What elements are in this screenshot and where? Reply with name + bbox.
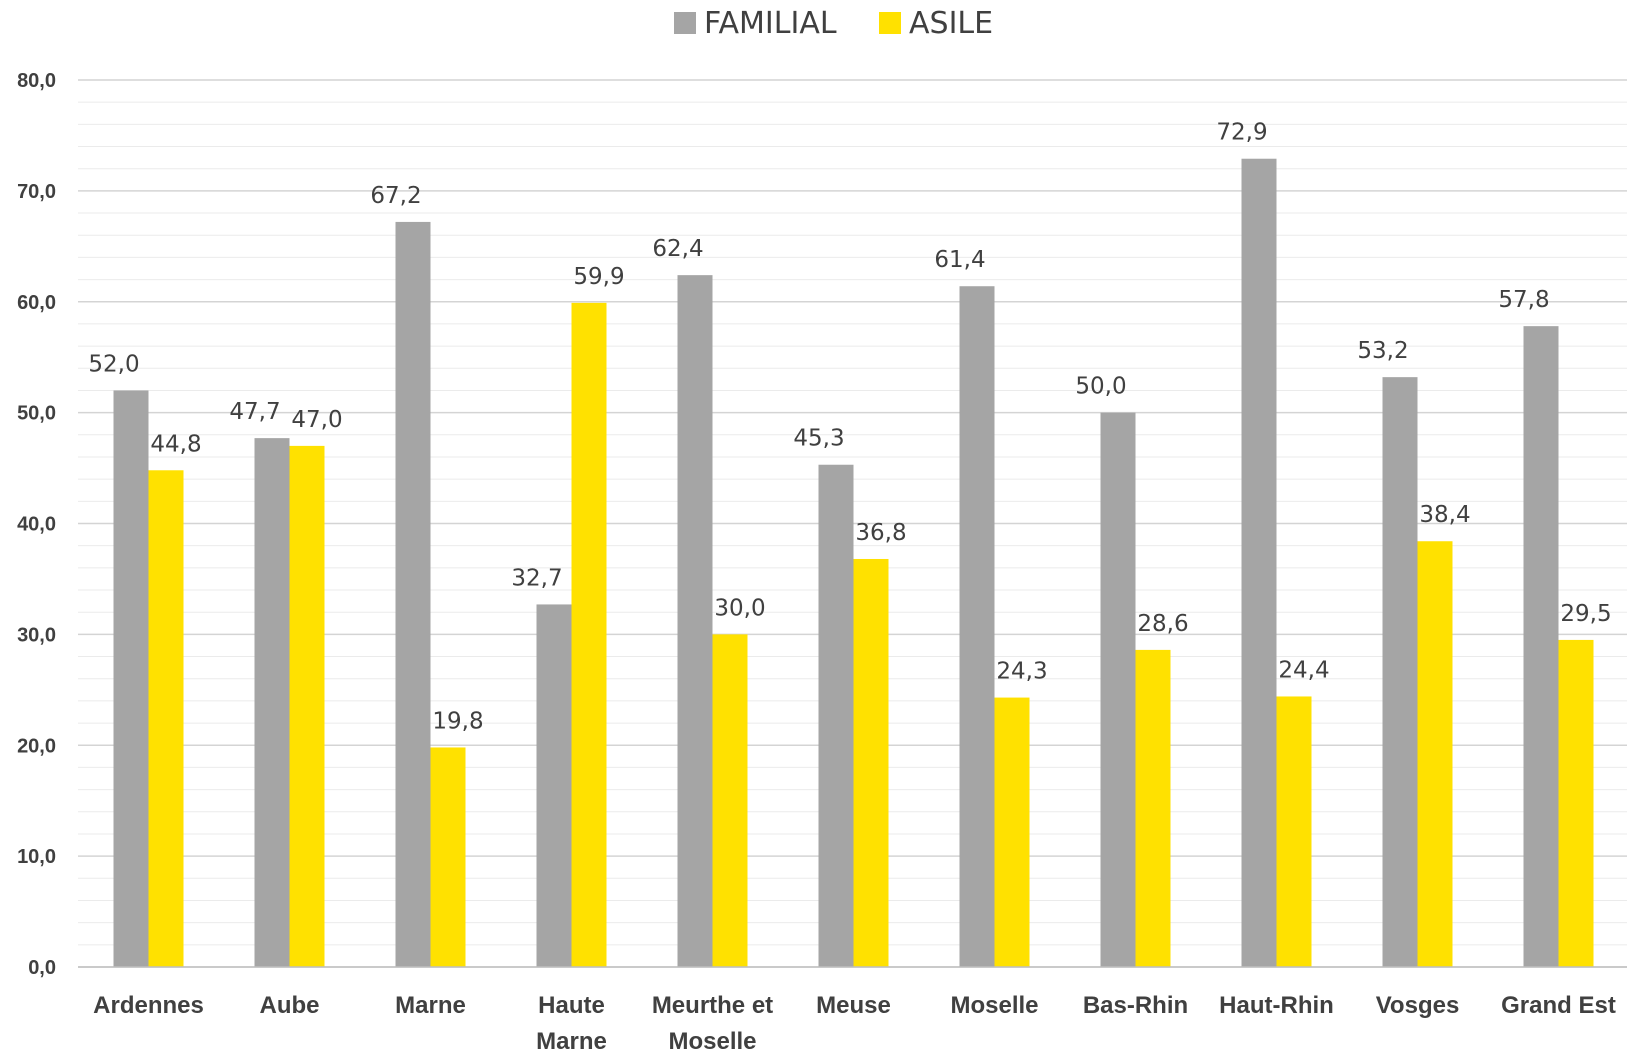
asile-bar: [430, 747, 466, 967]
asile-bar: [712, 634, 748, 967]
asile-data-label: 19,8: [432, 708, 483, 734]
x-tick-label: Haute: [538, 992, 605, 1019]
familial-data-label: 50,0: [1075, 374, 1126, 400]
familial-bar: [254, 438, 290, 968]
familial-data-label: 61,4: [934, 247, 985, 273]
familial-data-label: 32,7: [511, 565, 562, 591]
x-tick-label: Moselle: [950, 992, 1038, 1019]
familial-data-label: 52,0: [88, 351, 139, 377]
familial-bar: [1382, 377, 1418, 967]
x-tick-label: Moselle: [668, 1028, 756, 1053]
familial-data-label: 45,3: [793, 426, 844, 452]
x-tick-label: Ardennes: [93, 992, 204, 1019]
x-tick-label: Marne: [395, 992, 466, 1019]
familial-bar: [395, 221, 431, 968]
asile-data-label: 29,5: [1560, 601, 1611, 627]
familial-bar: [1523, 326, 1559, 968]
asile-data-label: 38,4: [1419, 502, 1470, 528]
familial-bar: [1241, 158, 1277, 967]
x-tick-label: Meuse: [816, 992, 891, 1019]
y-axis: 0,0 10,0 20,0 30,0 40,0 50,0 60,0 70,0 80,0: [17, 70, 56, 979]
asile-legend-swatch: [879, 12, 901, 34]
asile-bar: [1276, 696, 1312, 967]
asile-data-label: 44,8: [150, 431, 201, 457]
familial-data-label: 67,2: [370, 183, 421, 209]
asile-data-label: 36,8: [855, 520, 906, 546]
y-tick-label: 40,0: [17, 514, 56, 536]
asile-bar: [994, 697, 1030, 967]
familial-data-label: 62,4: [652, 236, 703, 262]
familial-legend-label: FAMILIAL: [704, 6, 837, 41]
asile-data-label: 24,3: [996, 659, 1047, 685]
familial-bar: [113, 390, 149, 967]
y-tick-label: 50,0: [17, 403, 56, 425]
familial-data-label: 72,9: [1216, 120, 1267, 146]
asile-bar: [1558, 639, 1594, 967]
familial-data-label: 53,2: [1357, 338, 1408, 364]
asile-bar: [1417, 541, 1453, 967]
x-tick-label: Bas-Rhin: [1083, 992, 1188, 1019]
x-tick-label: Aube: [260, 992, 320, 1019]
x-tick-label: Grand Est: [1501, 992, 1616, 1019]
asile-bar: [1135, 649, 1171, 967]
x-tick-label: Vosges: [1376, 992, 1460, 1019]
y-tick-label: 70,0: [17, 181, 56, 203]
x-tick-label: Meurthe et: [652, 992, 773, 1019]
bars: [113, 158, 1594, 968]
familial-bar: [677, 275, 713, 967]
y-tick-label: 60,0: [17, 292, 56, 314]
familial-bar: [1100, 412, 1136, 967]
familial-data-label: 57,8: [1498, 287, 1549, 313]
familial-bar: [536, 604, 572, 967]
asile-legend-label: ASILE: [909, 6, 993, 41]
y-tick-label: 30,0: [17, 624, 56, 646]
legend: FAMILIAL ASILE: [674, 6, 993, 41]
y-tick-label: 0,0: [28, 957, 56, 979]
x-axis: Ardennes Aube Marne Haute Marne Meurthe et Mos…: [78, 966, 1627, 1053]
asile-data-label: 30,0: [714, 595, 765, 621]
y-tick-label: 10,0: [17, 846, 56, 868]
asile-data-label: 28,6: [1137, 611, 1188, 637]
y-tick-label: 80,0: [17, 70, 56, 92]
familial-bar: [818, 464, 854, 967]
asile-bar: [853, 558, 889, 967]
x-tick-label: Marne: [536, 1028, 607, 1053]
x-tick-label: Haut-Rhin: [1219, 992, 1334, 1019]
asile-data-label: 47,0: [291, 407, 342, 433]
y-tick-label: 20,0: [17, 735, 56, 757]
asile-bar: [571, 302, 607, 967]
familial-data-label: 47,7: [229, 399, 280, 425]
asile-bar: [148, 470, 184, 967]
familial-bar: [959, 286, 995, 967]
asile-data-label: 24,4: [1278, 657, 1329, 683]
data-labels: 52,0 44,8 47,7 47,0 67,2 19,8 32,7 59,9 62,4 30,0…: [88, 120, 1611, 735]
asile-data-label: 59,9: [573, 264, 624, 290]
asile-bar: [289, 445, 325, 967]
familial-legend-swatch: [674, 12, 696, 34]
